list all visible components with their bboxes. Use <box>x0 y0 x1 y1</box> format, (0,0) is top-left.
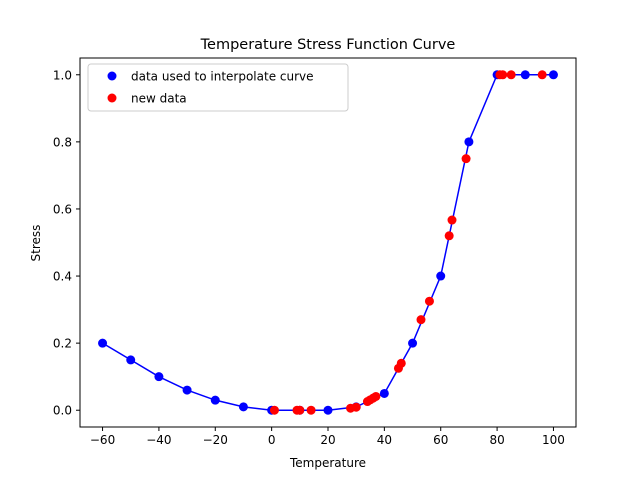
axes-layer: −60 −40 −20 0 20 40 60 80 100 0.0 0.2 0.4 0.6 0.8 1.0 <box>53 57 577 447</box>
chart-title: Temperature Stress Function Curve <box>200 37 456 53</box>
legend-label-new-data: new data <box>131 92 187 106</box>
data-point <box>520 70 530 80</box>
y-tick-label: 0.6 <box>53 202 72 216</box>
data-point <box>351 402 361 412</box>
y-tick-label: 0.4 <box>53 270 72 284</box>
y-tick-label: 1.0 <box>53 68 72 82</box>
data-point <box>396 358 406 368</box>
data-point <box>154 372 164 382</box>
x-tick-label: 100 <box>542 433 565 447</box>
legend: data used to interpolate curve new data <box>87 63 349 112</box>
y-tick-label: 0.0 <box>53 404 72 418</box>
data-point <box>444 231 454 241</box>
legend-label-interpolate: data used to interpolate curve <box>131 70 314 84</box>
data-point <box>269 405 279 415</box>
y-axis-label: Stress <box>29 225 43 262</box>
x-tick-label: 40 <box>377 433 392 447</box>
data-point <box>447 215 457 225</box>
data-point <box>537 70 547 80</box>
data-point <box>416 315 426 325</box>
data-point <box>98 338 108 348</box>
data-point <box>126 355 136 365</box>
legend-marker-new-data <box>107 93 117 103</box>
data-point <box>408 338 418 348</box>
data-point <box>295 405 305 415</box>
series-1 <box>269 70 547 415</box>
x-tick-label: 20 <box>320 433 335 447</box>
plot-area <box>98 70 558 415</box>
data-point <box>182 385 192 395</box>
data-point <box>436 271 446 281</box>
data-point <box>424 296 434 306</box>
x-tick-label: 0 <box>268 433 276 447</box>
x-axis-label: Temperature <box>289 456 366 470</box>
data-point <box>464 137 474 147</box>
x-tick-label: −40 <box>146 433 171 447</box>
data-point <box>238 402 248 412</box>
data-point <box>210 395 220 405</box>
data-point <box>306 405 316 415</box>
x-tick-label: 60 <box>433 433 448 447</box>
x-tick-label: −60 <box>90 433 115 447</box>
data-point <box>461 154 471 164</box>
data-point <box>379 388 389 398</box>
data-point <box>498 70 508 80</box>
data-point <box>548 70 558 80</box>
series-0 <box>98 70 558 415</box>
series-layer <box>98 70 558 415</box>
data-point <box>506 70 516 80</box>
legend-frame <box>87 63 349 112</box>
legend-marker-interpolate <box>107 71 117 81</box>
x-tick-label: −20 <box>203 433 228 447</box>
x-tick-label: 80 <box>489 433 504 447</box>
y-tick-label: 0.2 <box>53 337 72 351</box>
y-tick-label: 0.8 <box>53 135 72 149</box>
data-point <box>371 391 381 401</box>
data-point <box>323 405 333 415</box>
